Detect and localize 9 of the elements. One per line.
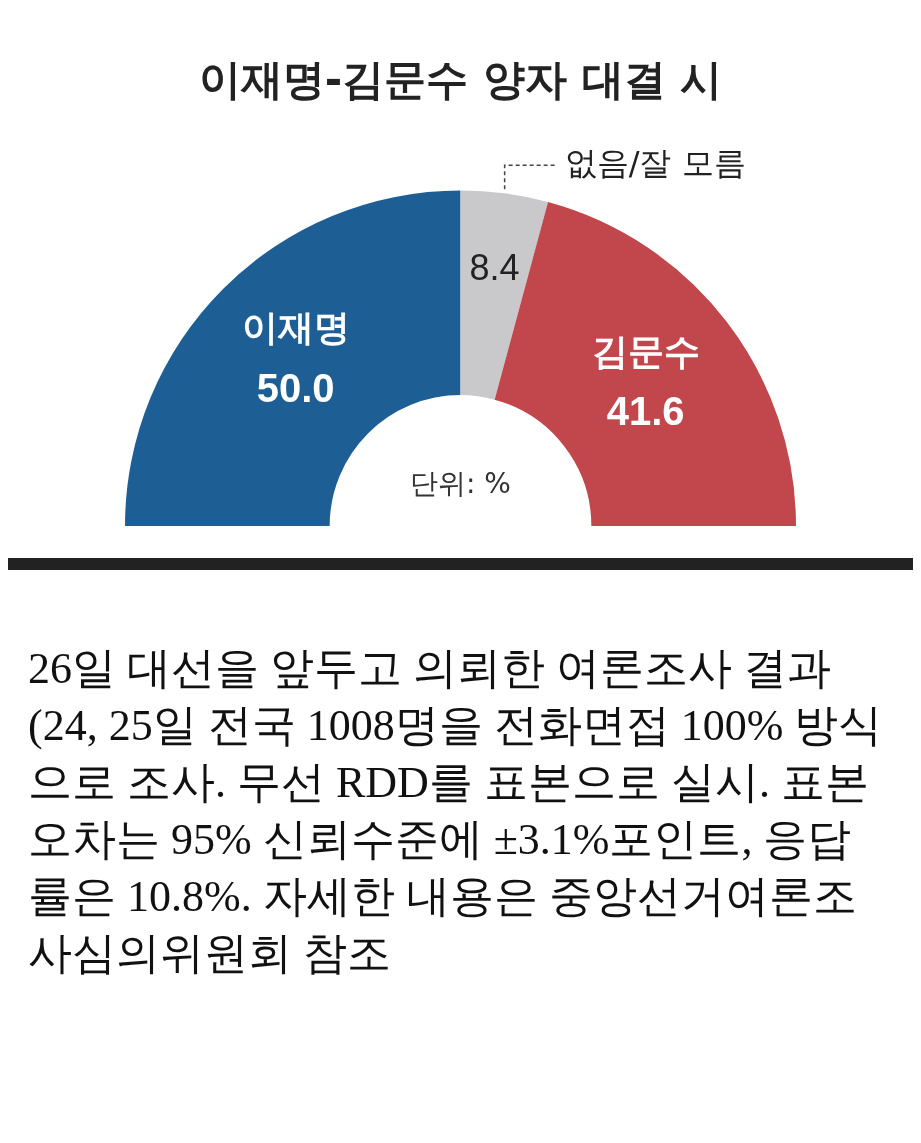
data-label: 50.0 xyxy=(256,366,335,411)
text: 단위: % xyxy=(410,467,511,501)
slice-label: 김문수 xyxy=(591,330,700,372)
slice-label: 없음/잘 모름 xyxy=(564,143,746,182)
chart-title: 이재명-김문수 양자 대결 시 xyxy=(198,55,723,105)
data-label: 41.6 xyxy=(606,389,685,434)
slice-label: 이재명 xyxy=(241,307,350,349)
text: 26일 대선을 앞두고 의뢰한 여론조사 결과(24, 25일 전국 1008명을 전화면접 100% 방식으로 조사. 무선 RDD를 표본으로 실시. 표본오차는 95% 신뢰수준에 ±3.1%포인트, 응답률은 10.8%. 자세한 내용은 중앙선거여론조사심의위원회 참조 xyxy=(27,643,884,980)
data-label: 8.4 xyxy=(469,247,520,289)
